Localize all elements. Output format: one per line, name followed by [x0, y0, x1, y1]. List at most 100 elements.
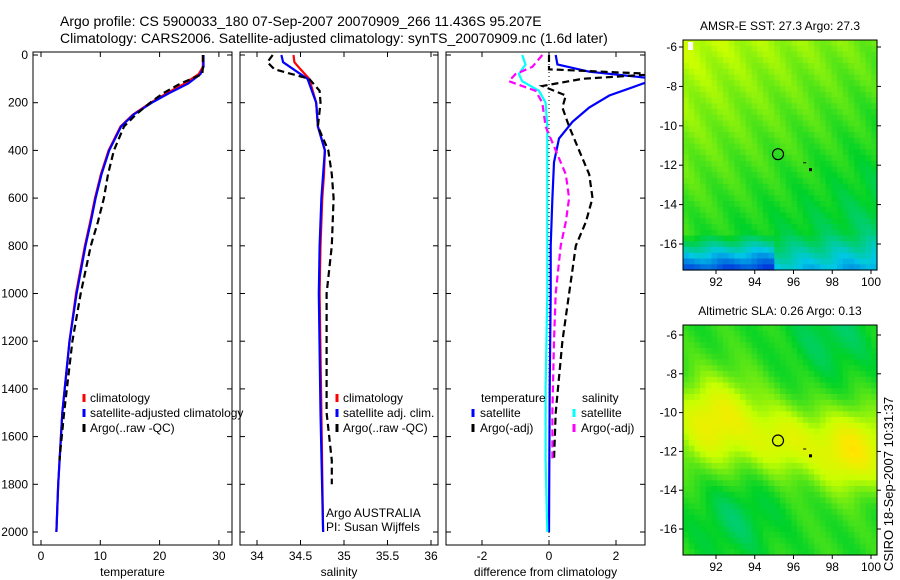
heatmap-cell	[740, 86, 747, 93]
heatmap-cell	[859, 480, 867, 487]
heatmap-cell	[722, 195, 730, 202]
heatmap-cell	[825, 178, 832, 185]
heatmap-cell	[854, 371, 861, 378]
heatmap-cell	[683, 422, 690, 430]
heatmap-cell	[842, 325, 850, 332]
heatmap-cell	[757, 325, 764, 332]
heatmap-cell	[694, 103, 701, 110]
heatmap-cell	[683, 114, 690, 122]
y-tick-label: 600	[8, 191, 28, 205]
heatmap-cell	[797, 537, 804, 545]
heatmap-cell	[865, 97, 872, 104]
heatmap-cell	[785, 264, 792, 271]
heatmap-cell	[842, 252, 850, 260]
heatmap-cell	[831, 149, 838, 156]
heatmap-cell	[711, 183, 718, 191]
heatmap-cell	[791, 491, 798, 499]
heatmap-cell	[688, 514, 695, 522]
heatmap-cell	[808, 252, 815, 260]
track-marker	[803, 162, 807, 164]
heatmap-cell	[717, 330, 724, 338]
heatmap-cell	[774, 68, 781, 76]
heatmap-cell	[871, 40, 878, 47]
heatmap-cell	[751, 166, 758, 173]
heatmap-cell	[842, 474, 850, 481]
heatmap-cell	[722, 86, 730, 93]
heatmap-cell	[865, 376, 872, 384]
heatmap-cell	[791, 463, 798, 470]
heatmap-cell	[819, 417, 827, 424]
heatmap-cell	[734, 264, 741, 271]
heatmap-cell	[865, 224, 872, 231]
heatmap-cell	[751, 503, 758, 510]
heatmap-cell	[717, 166, 724, 173]
argo-position-marker	[771, 434, 785, 447]
heatmap-cell	[683, 411, 690, 418]
heatmap-cell	[757, 137, 764, 145]
heatmap-cell	[814, 491, 821, 499]
heatmap-cell	[825, 80, 832, 87]
heatmap-cell	[814, 549, 821, 556]
heatmap-cell	[717, 206, 724, 214]
heatmap-cell	[722, 63, 730, 70]
heatmap-cell	[751, 247, 758, 254]
heatmap-cell	[717, 212, 724, 219]
heatmap-cell	[797, 229, 804, 237]
heatmap-cell	[751, 549, 758, 556]
heatmap-cell	[871, 252, 878, 260]
heatmap-cell	[871, 457, 878, 464]
heatmap-cell	[785, 549, 792, 556]
heatmap-cell	[802, 206, 810, 214]
heatmap-cell	[722, 183, 730, 191]
heatmap-cell	[837, 63, 844, 70]
heatmap-cell	[762, 172, 770, 179]
heatmap-cell	[819, 543, 827, 550]
heatmap-cell	[791, 57, 798, 64]
heatmap-cell	[825, 212, 832, 219]
heatmap-cell	[831, 86, 838, 93]
heatmap-cell	[797, 371, 804, 378]
heatmap-cell	[722, 468, 730, 476]
heatmap-cell	[848, 457, 855, 464]
heatmap-cell	[774, 330, 781, 338]
heatmap-cell	[865, 491, 872, 499]
heatmap-cell	[688, 428, 695, 435]
heatmap-cell	[734, 241, 741, 248]
heatmap-cell	[808, 189, 815, 196]
heatmap-cell	[785, 376, 792, 384]
heatmap-cell	[814, 399, 821, 407]
heatmap-cell	[859, 40, 867, 47]
heatmap-cell	[797, 241, 804, 248]
heatmap-cell	[831, 371, 838, 378]
heatmap-cell	[814, 353, 821, 361]
heatmap-cell	[814, 178, 821, 185]
heatmap-cell	[762, 137, 770, 145]
heatmap-cell	[871, 543, 878, 550]
heatmap-cell	[848, 195, 855, 202]
heatmap-cell	[837, 212, 844, 219]
heatmap-cell	[728, 132, 735, 139]
heatmap-cell	[814, 183, 821, 191]
heatmap-cell	[722, 103, 730, 110]
heatmap-cell	[854, 451, 861, 458]
heatmap-cell	[791, 149, 798, 156]
heatmap-cell	[751, 394, 758, 401]
heatmap-cell	[865, 336, 872, 343]
heatmap-cell	[859, 183, 867, 191]
heatmap-cell	[734, 74, 741, 81]
heatmap-cell	[871, 509, 878, 516]
heatmap-cell	[728, 520, 735, 527]
heatmap-cell	[808, 428, 815, 435]
heatmap-cell	[717, 218, 724, 225]
heatmap-cell	[740, 68, 747, 76]
heatmap-cell	[825, 509, 832, 516]
heatmap-cell	[837, 480, 844, 487]
heatmap-cell	[808, 497, 815, 504]
annotation: Argo AUSTRALIA	[326, 506, 421, 520]
heatmap-cell	[774, 348, 781, 355]
heatmap-cell	[745, 491, 753, 499]
heatmap-cell	[768, 474, 775, 481]
heatmap-cell	[740, 201, 747, 208]
heatmap-cell	[780, 45, 787, 53]
heatmap-cell	[717, 103, 724, 110]
